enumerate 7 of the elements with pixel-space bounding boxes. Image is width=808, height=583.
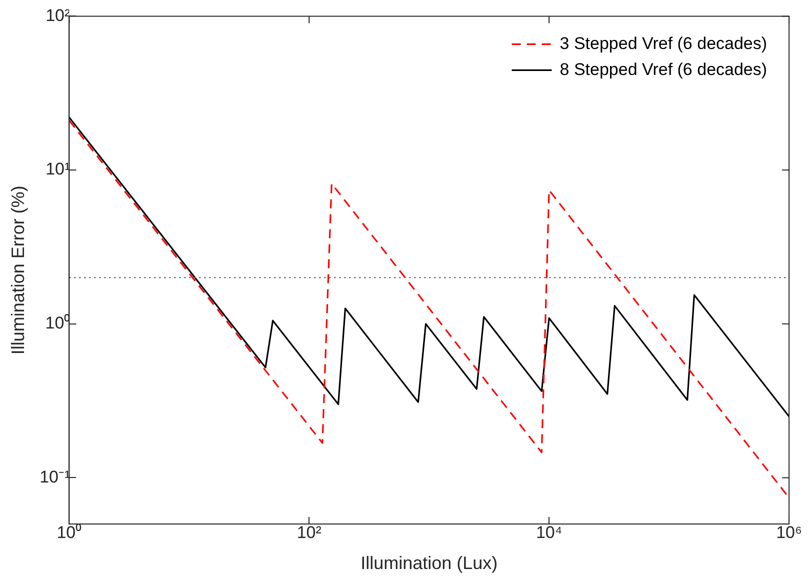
y-axis-title: Illumination Error (%) [8,186,28,355]
legend-label: 8 Stepped Vref (6 decades) [560,60,768,79]
x-axis-title: Illumination (Lux) [360,553,498,574]
x-tick-label: 10⁴ [536,522,562,542]
x-tick-label: 10² [296,522,322,542]
x-tick-label: 10⁶ [776,522,802,542]
legend-label: 3 Stepped Vref (6 decades) [560,34,768,53]
